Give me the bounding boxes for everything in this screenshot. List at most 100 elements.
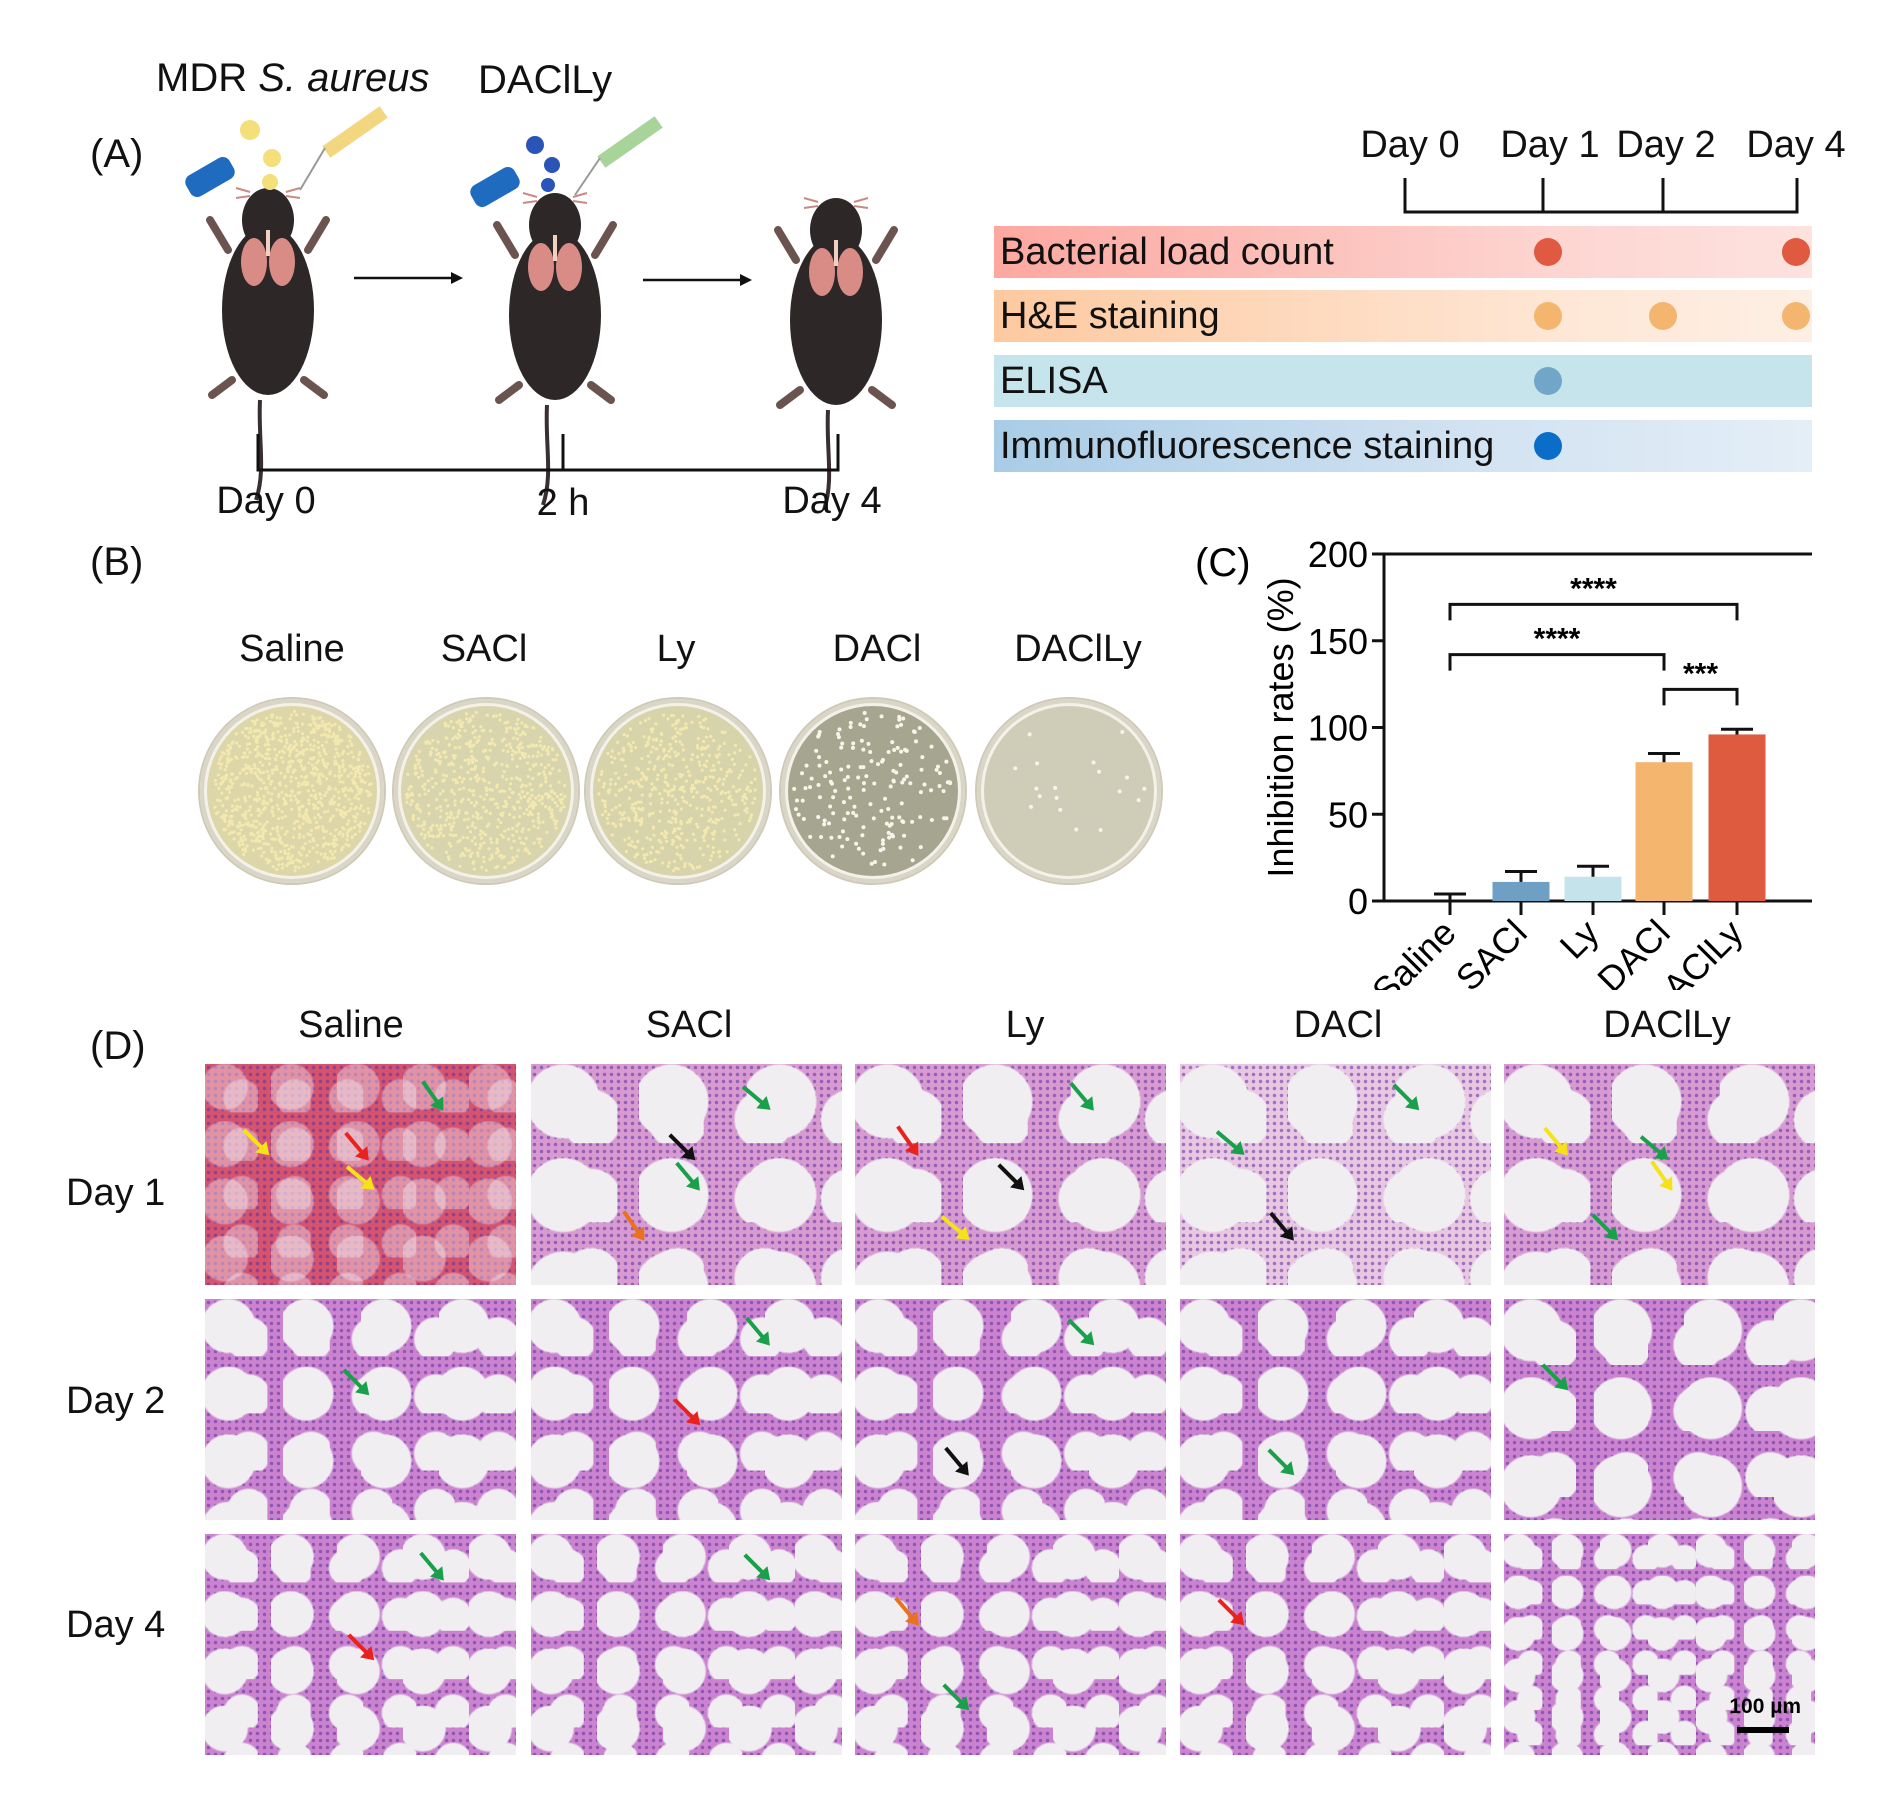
colony xyxy=(353,819,357,823)
colony xyxy=(861,781,866,786)
colony xyxy=(711,805,715,809)
colony xyxy=(705,795,709,799)
colony xyxy=(295,748,299,753)
colony xyxy=(316,860,320,864)
colony xyxy=(219,754,224,759)
colony xyxy=(647,717,651,721)
colony xyxy=(446,804,450,808)
colony xyxy=(501,748,505,752)
colony xyxy=(478,833,482,837)
colony xyxy=(532,824,536,828)
colony xyxy=(462,786,466,790)
colony xyxy=(540,795,544,799)
colony xyxy=(277,738,282,742)
colony xyxy=(276,816,281,821)
colony xyxy=(268,832,273,836)
colony xyxy=(561,797,565,801)
colony xyxy=(284,784,288,788)
colony xyxy=(306,735,310,739)
colony xyxy=(473,729,478,733)
colony xyxy=(639,800,643,804)
colony xyxy=(505,726,509,731)
colony xyxy=(524,784,528,788)
colony xyxy=(292,746,296,750)
colony xyxy=(507,861,511,865)
colony xyxy=(460,724,464,729)
colony xyxy=(336,790,341,794)
arrow-green-icon xyxy=(1591,1213,1616,1238)
colony xyxy=(228,814,233,819)
timeline-label: Day 0 xyxy=(216,480,316,522)
treatment-label: DAClLy xyxy=(478,58,613,102)
colony xyxy=(464,717,469,721)
colony xyxy=(670,842,674,846)
colony xyxy=(695,755,699,759)
colony xyxy=(721,782,725,786)
colony xyxy=(275,716,279,720)
colony xyxy=(444,850,449,854)
he-micrograph xyxy=(1180,1064,1491,1285)
colony xyxy=(260,854,264,858)
assay-timepoint-dot xyxy=(1534,367,1562,395)
colony xyxy=(937,770,942,775)
colony xyxy=(1035,761,1040,766)
colony xyxy=(308,850,312,854)
colony xyxy=(234,732,238,736)
colony xyxy=(602,782,607,786)
colony xyxy=(245,822,250,827)
arrow-red-icon xyxy=(1217,1598,1242,1623)
colony xyxy=(350,789,354,793)
colony xyxy=(625,734,629,738)
colony xyxy=(474,759,478,763)
colony xyxy=(624,849,628,853)
colony xyxy=(710,810,714,814)
colony xyxy=(264,716,269,720)
colony xyxy=(632,781,636,785)
colony xyxy=(339,813,344,817)
colony xyxy=(292,726,296,731)
colony xyxy=(537,799,541,803)
colony xyxy=(326,787,331,791)
colony xyxy=(514,731,519,735)
colony xyxy=(277,863,281,867)
colony xyxy=(495,840,499,845)
colony xyxy=(464,712,469,716)
colony xyxy=(665,801,670,805)
colony xyxy=(457,728,462,732)
colony xyxy=(845,775,850,780)
colony xyxy=(448,833,452,837)
colony xyxy=(282,796,286,801)
colony xyxy=(912,730,917,735)
colony xyxy=(504,777,509,782)
colony xyxy=(481,777,485,782)
colony xyxy=(288,765,292,769)
colony xyxy=(451,824,455,828)
colony xyxy=(520,746,524,750)
colony xyxy=(422,820,426,824)
colony xyxy=(362,809,366,813)
colony xyxy=(490,737,494,741)
colony xyxy=(439,824,443,828)
colony xyxy=(287,745,291,749)
colony xyxy=(224,764,229,768)
colony xyxy=(667,861,671,865)
colony xyxy=(303,780,307,784)
colony xyxy=(305,781,310,785)
colony xyxy=(413,764,417,768)
he-micrograph xyxy=(205,1299,516,1520)
colony xyxy=(468,777,473,781)
colony xyxy=(299,758,303,763)
colony xyxy=(409,784,413,789)
colony xyxy=(267,762,272,766)
colony xyxy=(703,777,708,781)
colony xyxy=(260,827,264,832)
colony xyxy=(451,778,455,782)
colony xyxy=(273,786,277,790)
colony xyxy=(622,816,627,821)
colony xyxy=(438,792,442,796)
colony xyxy=(438,827,442,831)
colony xyxy=(470,767,474,772)
colony xyxy=(266,791,270,795)
colony xyxy=(267,756,271,761)
colony xyxy=(536,826,540,830)
